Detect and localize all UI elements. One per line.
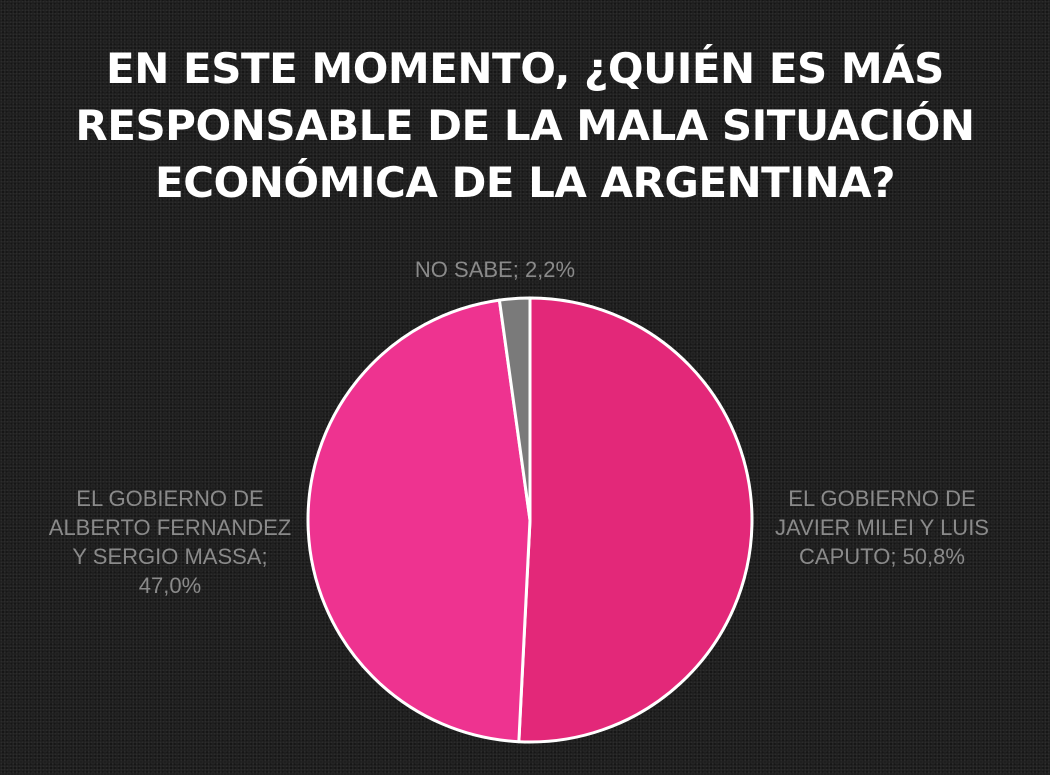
title-line-2: RESPONSABLE DE LA MALA SITUACIÓN bbox=[75, 101, 975, 150]
slice-label-fernandez-line-1: EL GOBIERNO DE bbox=[76, 486, 264, 511]
pie-slice-no-sabe bbox=[497, 296, 532, 522]
slice-label-no-sabe-line-1: NO SABE; 2,2% bbox=[414, 257, 576, 282]
pie-slice-fernandez bbox=[306, 298, 532, 744]
slice-label-fernandez-line-3: Y SERGIO MASSA; bbox=[72, 544, 268, 569]
title-line-1: EN ESTE MOMENTO, ¿QUIÉN ES MÁS bbox=[106, 44, 944, 93]
slice-label-milei-line-2: JAVIER MILEI Y LUIS bbox=[775, 515, 989, 540]
slice-label-fernandez: EL GOBIERNO DE ALBERTO FERNANDEZ Y SERGI… bbox=[30, 484, 310, 600]
slice-label-milei-line-3: CAPUTO; 50,8% bbox=[799, 544, 965, 569]
title-line-3: ECONÓMICA DE LA ARGENTINA? bbox=[155, 158, 895, 207]
slice-label-no-sabe: NO SABE; 2,2% bbox=[380, 255, 610, 284]
pie-slice-milei bbox=[517, 296, 754, 744]
slice-label-milei-line-1: EL GOBIERNO DE bbox=[788, 486, 976, 511]
slice-label-fernandez-line-2: ALBERTO FERNANDEZ bbox=[48, 515, 292, 540]
chart-title: EN ESTE MOMENTO, ¿QUIÉN ES MÁS RESPONSAB… bbox=[0, 40, 1050, 211]
slice-label-fernandez-line-4: 47,0% bbox=[138, 573, 202, 598]
slice-label-milei: EL GOBIERNO DE JAVIER MILEI Y LUIS CAPUT… bbox=[772, 484, 992, 571]
